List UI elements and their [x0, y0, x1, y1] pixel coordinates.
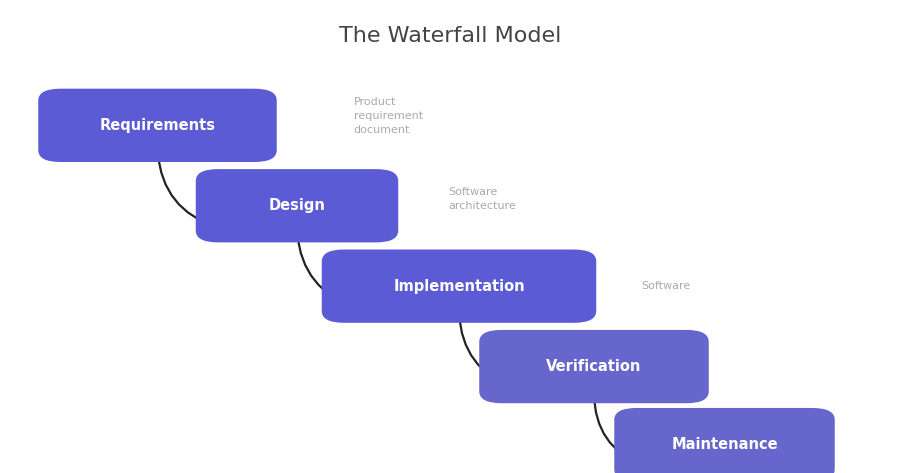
Text: Design: Design	[268, 198, 326, 213]
Text: Verification: Verification	[546, 359, 642, 374]
FancyBboxPatch shape	[479, 330, 709, 403]
FancyBboxPatch shape	[196, 169, 398, 243]
Text: Requirements: Requirements	[100, 118, 215, 133]
Text: The Waterfall Model: The Waterfall Model	[338, 26, 562, 46]
Text: Software: Software	[642, 281, 691, 291]
Text: Product
requirement
document: Product requirement document	[354, 97, 423, 135]
Text: Software
architecture: Software architecture	[448, 187, 516, 210]
FancyBboxPatch shape	[614, 408, 835, 473]
FancyBboxPatch shape	[322, 250, 596, 323]
Text: Implementation: Implementation	[393, 279, 525, 294]
FancyBboxPatch shape	[38, 89, 277, 162]
Text: Maintenance: Maintenance	[671, 437, 778, 452]
